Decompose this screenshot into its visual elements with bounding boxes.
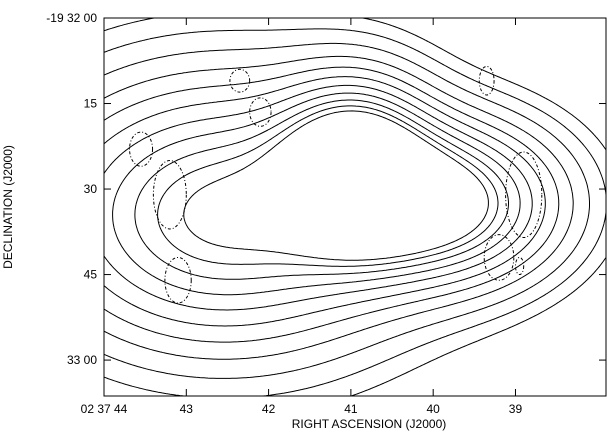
positive-contour	[103, 17, 607, 397]
x-tick-label: 40	[427, 402, 441, 416]
positive-contour	[112, 92, 521, 296]
y-tick-label: -19 32 00	[46, 11, 97, 25]
y-tick-label: 45	[84, 268, 98, 282]
y-tick-label: 15	[84, 97, 98, 111]
negative-contour	[229, 68, 251, 93]
y-tick-label: 33 00	[67, 353, 97, 367]
x-axis-title: RIGHT ASCENSION (J2000)	[292, 417, 447, 431]
x-tick-label: 43	[180, 402, 194, 416]
negative-contour	[249, 97, 272, 127]
plot-frame	[103, 17, 607, 397]
positive-contour	[103, 84, 533, 311]
negative-contour	[152, 160, 187, 230]
positive-contour	[134, 99, 509, 280]
negative-contour	[483, 234, 515, 281]
negative-contour	[164, 256, 192, 304]
negative-contour	[505, 151, 543, 239]
y-axis-title: DECLINATION (J2000)	[1, 145, 15, 269]
negative-contour	[514, 256, 525, 276]
y-tick-label: 30	[84, 182, 98, 196]
negative-contour	[129, 131, 154, 167]
x-tick-label: 41	[344, 402, 358, 416]
x-tick-label: 42	[262, 402, 276, 416]
contour-layer	[103, 17, 607, 397]
positive-contour	[103, 76, 546, 327]
positive-contour	[103, 66, 560, 343]
positive-contour	[103, 55, 574, 360]
positive-contour	[103, 28, 607, 397]
positive-contour	[103, 42, 590, 379]
negative-contour	[478, 65, 495, 96]
x-tick-label: 39	[509, 402, 523, 416]
positive-contour	[183, 110, 489, 261]
x-tick-label: 02 37 44	[81, 402, 128, 416]
tick-layer: 02 37 44 43 42 41 40 39 -19 32 00 15 30 45 33 00	[46, 11, 606, 416]
positive-contour	[157, 105, 499, 267]
